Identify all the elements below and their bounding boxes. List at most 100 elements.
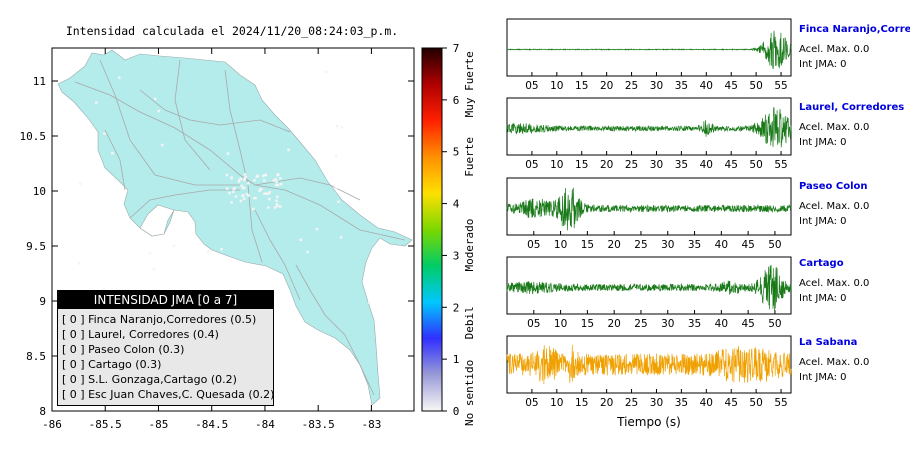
station-info: Laurel, Corredores Acel. Max. 0.0 Int JM… — [799, 102, 904, 148]
city-marker — [258, 189, 261, 192]
town-marker — [148, 251, 151, 255]
town-marker — [77, 262, 81, 265]
wave-x-tick-label: 45 — [741, 239, 754, 251]
city-marker — [242, 197, 246, 200]
waveform-panel: 05 10 15 20 25 30 35 40 45 50 55 — [506, 97, 792, 171]
legend-intensity: [ 0 ] — [62, 328, 85, 341]
wave-x-tick-label: 50 — [768, 318, 781, 330]
wave-x-tick-label: 35 — [675, 159, 688, 171]
road — [224, 69, 263, 263]
wave-x-tick-label: 35 — [675, 80, 688, 92]
legend-label: Esc Juan Chaves,C. Quesada (0.2) — [88, 388, 275, 401]
town-marker — [287, 148, 290, 152]
town-marker — [153, 97, 157, 101]
legend-intensity: [ 0 ] — [62, 388, 85, 401]
station-jma: Int JMA: 0 — [799, 372, 847, 383]
wave-x-tick-label: 05 — [525, 159, 538, 171]
town-marker — [335, 124, 339, 128]
town-marker — [315, 227, 319, 231]
legend-label: Cartago (0.3) — [88, 358, 162, 371]
legend-label: S.L. Gonzaga,Cartago (0.2) — [88, 373, 237, 386]
city-marker — [240, 184, 244, 188]
station-name: Cartago — [799, 258, 844, 269]
wave-x-tick-label: 45 — [741, 318, 754, 330]
road — [129, 189, 240, 219]
panel-frame — [506, 18, 792, 77]
colorbar-category: Debil — [463, 306, 476, 339]
station-jma: Int JMA: 0 — [799, 293, 847, 304]
city-marker — [239, 177, 243, 181]
wave-x-tick-label: 50 — [749, 159, 762, 171]
map-y-tick-label: 9.5 — [26, 240, 46, 253]
wave-x-tick-label: 15 — [581, 239, 594, 251]
town-marker — [339, 236, 343, 239]
town-marker — [103, 132, 106, 135]
town-marker — [79, 182, 82, 186]
station-name: Finca Naranjo,Corredor — [799, 24, 910, 35]
wave-x-tick-label: 30 — [650, 397, 663, 409]
colorbar-categories: Muy Fuerte Fuerte Moderado Debil No sentido — [463, 51, 476, 426]
station-info: La Sabana Acel. Max. 0.0 Int JMA: 0 — [799, 337, 869, 383]
wave-x-tick-label: 25 — [634, 239, 647, 251]
city-marker — [276, 195, 279, 199]
map-y-tick-label: 10 — [33, 185, 46, 198]
city-marker — [253, 178, 256, 182]
road — [295, 264, 375, 396]
wave-x-tick-label: 35 — [688, 318, 701, 330]
colorbar-ticks: 7 6 5 4 3 2 1 0 — [442, 42, 460, 418]
colorbar-tick-label: 2 — [453, 301, 460, 314]
map-x-tick-label: -83.5 — [302, 418, 335, 431]
station-accel: Acel. Max. 0.0 — [799, 122, 870, 133]
city-marker — [275, 199, 278, 202]
colorbar-category: Moderado — [463, 219, 476, 272]
map-y-tick-label: 10.5 — [20, 130, 47, 143]
road — [139, 89, 291, 133]
wave-x-tick-label: 25 — [625, 80, 638, 92]
waveform-panel: 05 10 15 20 25 30 35 40 45 50 55 — [506, 335, 792, 409]
station-name: La Sabana — [799, 337, 858, 348]
map-y-tick-label: 9 — [39, 295, 46, 308]
town-marker — [337, 200, 340, 203]
town-marker — [172, 244, 176, 248]
waveform-trace — [506, 30, 792, 69]
legend-item: [ 0 ] S.L. Gonzaga,Cartago (0.2) — [58, 372, 273, 387]
wave-x-tick-label: 20 — [607, 318, 620, 330]
colorbar-tick-label: 4 — [453, 198, 460, 211]
city-marker — [247, 194, 250, 197]
wave-x-tick-label: 35 — [688, 239, 701, 251]
wave-x-tick-label: 40 — [700, 159, 713, 171]
station-info: Cartago Acel. Max. 0.0 Int JMA: 0 — [799, 258, 869, 304]
city-marker — [243, 177, 247, 180]
map-y-tick-label: 8.5 — [26, 350, 46, 363]
colorbar-tick-label: 7 — [453, 42, 460, 55]
wave-x-tick-label: 45 — [725, 80, 738, 92]
town-marker — [207, 249, 210, 253]
town-marker — [226, 152, 230, 155]
wave-x-tick-label: 45 — [725, 159, 738, 171]
city-marker — [225, 187, 229, 190]
city-marker — [243, 178, 246, 182]
wave-x-tick-label: 40 — [715, 239, 728, 251]
town-marker — [95, 101, 98, 104]
wave-x-tick-label: 05 — [525, 80, 538, 92]
wave-x-tick-label: 15 — [581, 318, 594, 330]
map-axes: -86 -85.5 -85 -84.5 -84 -83.5 -83 11 10.5 10 9.5 9 8… — [20, 48, 414, 431]
wave-x-tick-label: 25 — [634, 318, 647, 330]
road — [174, 59, 211, 171]
legend-item: [ 0 ] Laurel, Corredores (0.4) — [58, 327, 273, 342]
town-marker — [160, 143, 164, 147]
city-marker — [268, 197, 271, 201]
town-marker — [111, 151, 114, 155]
town-marker — [334, 187, 338, 190]
legend-label: Laurel, Corredores (0.4) — [88, 328, 219, 341]
wave-x-tick-label: 20 — [600, 159, 613, 171]
city-marker — [262, 174, 265, 178]
city-marker — [279, 182, 283, 186]
station-accel: Acel. Max. 0.0 — [799, 201, 870, 212]
wave-x-tick-label: 10 — [550, 159, 563, 171]
station-info: Paseo Colon Acel. Max. 0.0 Int JMA: 0 — [799, 181, 869, 227]
wave-x-tick-label: 05 — [527, 318, 540, 330]
wave-x-tick-label: 10 — [554, 318, 567, 330]
city-marker — [238, 178, 241, 181]
city-marker — [268, 191, 271, 194]
